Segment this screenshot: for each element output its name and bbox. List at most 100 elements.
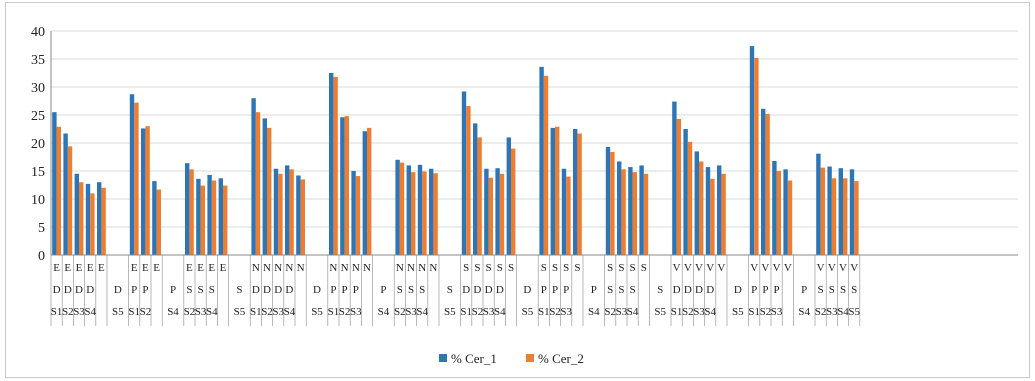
bar-cer-2	[267, 127, 272, 255]
x-category-label: V	[673, 262, 681, 274]
x-category-label: S4	[284, 306, 296, 318]
x-category-label: V	[750, 262, 758, 274]
x-category-label: N	[263, 262, 271, 274]
x-category-label: N	[274, 262, 282, 274]
x-category-label: N	[341, 262, 349, 274]
x-category-label: D	[695, 284, 703, 296]
x-category-label: S	[447, 284, 453, 296]
bar-cer-1	[351, 171, 356, 255]
bar-cer-2	[145, 126, 150, 255]
x-category-label: N	[285, 262, 293, 274]
x-category-label: S3	[560, 306, 572, 318]
x-category-label: V	[695, 262, 703, 274]
bar-cer-2	[367, 127, 372, 255]
bar-cer-1	[74, 173, 79, 255]
y-tick-label: 10	[31, 193, 45, 208]
y-tick-label: 5	[38, 221, 45, 236]
bar-cer-1	[705, 167, 711, 255]
x-category-label: D	[75, 284, 83, 296]
bar-cer-1	[218, 178, 223, 255]
x-category-label: S	[497, 262, 503, 274]
bar-cer-1	[561, 168, 567, 255]
x-category-label: D	[114, 284, 122, 296]
bar-cer-2	[433, 173, 438, 255]
bar-cer-1	[196, 178, 201, 255]
x-category-label: S	[563, 262, 569, 274]
x-category-label: V	[784, 262, 792, 274]
x-category-label: S1	[460, 306, 472, 318]
x-category-label: E	[153, 262, 160, 274]
x-category-label: S4	[494, 306, 506, 318]
bar-cer-2	[499, 173, 505, 255]
bar-cer-2	[67, 146, 73, 255]
x-category-label: S3	[73, 306, 85, 318]
axes	[50, 31, 1018, 256]
x-category-label: S3	[826, 306, 838, 318]
x-category-label: S	[607, 262, 613, 274]
x-category-label: D	[285, 284, 293, 296]
bar-cer-1	[683, 129, 688, 255]
x-category-label: D	[53, 284, 61, 296]
bar-cer-1	[473, 123, 478, 256]
x-category-label: S2	[261, 306, 273, 318]
x-category-label: P	[591, 284, 597, 296]
x-category-label: S1	[51, 306, 63, 318]
x-category-label: E	[197, 262, 204, 274]
bar-cer-1	[141, 128, 146, 255]
x-category-label: S	[541, 262, 547, 274]
bar-cer-1	[827, 166, 832, 255]
bar-cer-2	[577, 133, 582, 255]
bar-cer-1	[783, 169, 788, 255]
bar-cer-2	[543, 75, 549, 255]
bar-cer-2	[466, 106, 471, 255]
bar-cer-2	[765, 113, 770, 255]
x-category-label: S4	[798, 306, 810, 318]
bar-cer-1	[340, 117, 345, 256]
bar-cer-2	[278, 173, 283, 255]
x-category-label: D	[706, 284, 714, 296]
x-category-label: S5	[732, 306, 744, 318]
x-category-label: S2	[682, 306, 694, 318]
chart-frame: 0 5 10 15 20 25 30 35 40 E D S1 E D S2 E D S3 E D S4 E D S5 E P S…	[5, 2, 1030, 378]
bar-cer-1	[329, 73, 334, 255]
bar-cer-2	[255, 112, 261, 255]
x-category-label: S2	[394, 306, 406, 318]
gridlines	[51, 30, 1018, 228]
legend-label-cer-2: % Cer_2	[538, 351, 584, 366]
x-category-label: S4	[704, 306, 716, 318]
bar-cer-1	[85, 183, 91, 255]
x-category-label: P	[751, 284, 757, 296]
bar-cer-2	[79, 182, 84, 255]
x-category-label: S	[829, 284, 835, 296]
bar-cer-1	[251, 98, 256, 255]
x-category-label: S	[419, 284, 425, 296]
x-category-label: P	[801, 284, 807, 296]
x-category-label: D	[64, 284, 72, 296]
bar-cer-1	[185, 163, 190, 255]
x-category-label: S3	[483, 306, 495, 318]
x-category-label: S	[630, 262, 636, 274]
x-category-label: S3	[272, 306, 284, 318]
bar-cer-2	[422, 171, 427, 255]
x-category-label: P	[342, 284, 348, 296]
bar-cer-2	[721, 173, 726, 255]
bar-cer-1	[495, 168, 500, 255]
x-category-label: D	[462, 284, 470, 296]
bar-cer-2	[211, 180, 217, 255]
x-category-label: S1	[128, 306, 140, 318]
x-category-label: N	[418, 262, 426, 274]
bar-cer-2	[632, 172, 637, 255]
x-category-label: E	[208, 262, 215, 274]
x-category-label: N	[252, 262, 260, 274]
bar-cer-2	[754, 57, 759, 255]
bar-cer-1	[628, 167, 633, 255]
x-category-label: S5	[848, 306, 860, 318]
x-category-label: S4	[84, 306, 96, 318]
bar-cer-2	[90, 193, 95, 255]
x-category-label: V	[684, 262, 692, 274]
bar-cer-2	[676, 118, 681, 255]
x-category-label: S1	[748, 306, 760, 318]
x-category-label: S3	[616, 306, 628, 318]
x-category-label: S5	[444, 306, 456, 318]
bar-cer-1	[362, 131, 367, 255]
